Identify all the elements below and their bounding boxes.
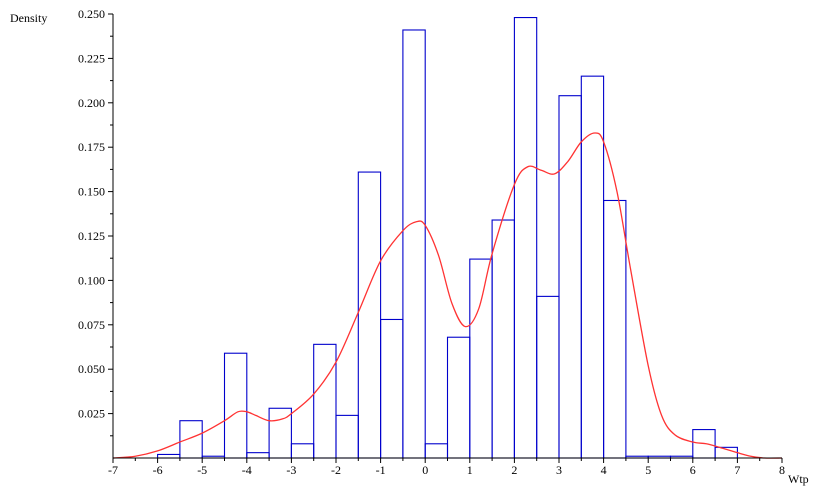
histogram-bar [246,452,270,459]
histogram-bar [357,171,382,459]
x-tick-label: 3 [556,463,562,477]
histogram-bar [603,199,627,459]
y-axis-label: Density [10,11,47,25]
x-tick-label: 6 [690,463,696,477]
y-tick-label: 0.100 [78,273,105,287]
x-tick-label: 5 [645,463,651,477]
y-tick-label: 0.175 [78,140,105,154]
y-tick-label: 0.200 [78,96,105,110]
histogram-bar [335,414,359,459]
y-tick-label: 0.250 [78,7,105,21]
y-tick-label: 0.050 [78,362,105,376]
y-tick-label: 0.125 [78,229,105,243]
x-tick-label: 8 [779,463,785,477]
histogram-bar [380,318,404,459]
x-axis-label: Wtp [788,472,809,486]
y-tick-label: 0.025 [78,407,105,421]
x-tick-label: -5 [197,463,207,477]
histogram-bar [313,343,337,459]
histogram-bar [290,443,315,459]
y-tick-label: 0.225 [78,51,105,65]
histogram-bar [513,16,538,459]
x-axis-ticks: -7 -6 -5 -4 -3 -2 -1 0 1 2 3 4 5 6 7 8 [108,458,785,477]
x-tick-label: -4 [242,463,252,477]
kde-curve [112,132,783,459]
histogram-bar [491,219,515,459]
y-tick-label: 0.075 [78,318,105,332]
histogram-bar [157,453,181,459]
x-tick-label: -7 [108,463,118,477]
histogram-bar [424,443,449,459]
histogram-bar [446,336,471,459]
histogram-bar [469,258,493,459]
histogram-bar [402,29,426,459]
histogram-bar [536,295,560,459]
x-tick-label: -1 [376,463,386,477]
x-tick-label: 4 [601,463,607,477]
histogram-bar [558,95,582,459]
x-tick-label: -3 [286,463,296,477]
histogram-bar [223,352,248,459]
x-tick-label: -2 [331,463,341,477]
x-tick-label: -6 [153,463,163,477]
x-tick-label: 2 [511,463,517,477]
histogram-bar [179,420,203,459]
y-axis-ticks: 0.025 0.050 0.075 0.100 0.125 0.150 0.175 0.200… [78,7,113,437]
y-tick-label: 0.150 [78,185,105,199]
histogram-bars [157,16,738,459]
x-tick-label: 0 [422,463,428,477]
x-tick-label: 7 [734,463,740,477]
x-tick-label: 1 [467,463,473,477]
